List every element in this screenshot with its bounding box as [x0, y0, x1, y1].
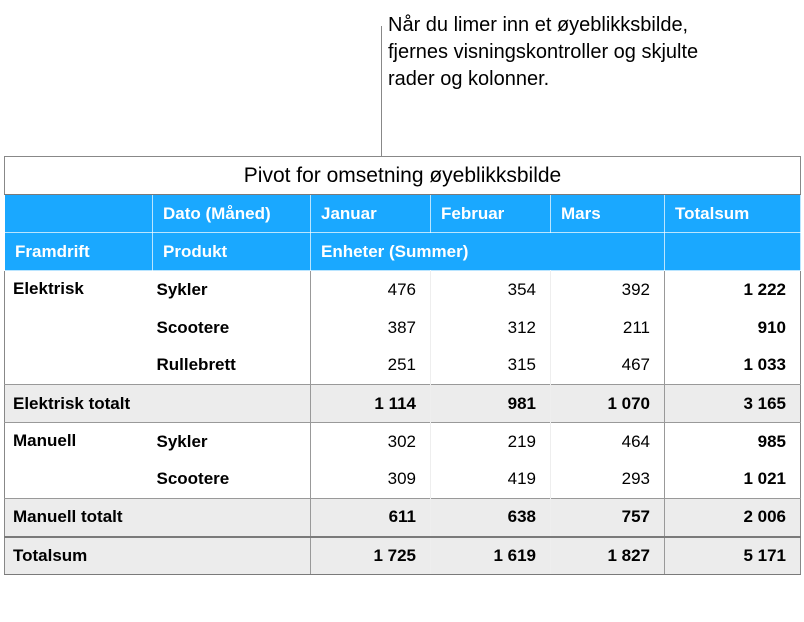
table-title: Pivot for omsetning øyeblikksbilde: [5, 157, 801, 195]
product-label: Sykler: [153, 271, 311, 309]
header-month-feb: Februar: [431, 195, 551, 233]
subtotal-value: 1 070: [551, 385, 665, 423]
row-total: 910: [665, 309, 801, 347]
header-framdrift: Framdrift: [5, 233, 153, 271]
row-total: 1 021: [665, 461, 801, 499]
row-total: 1 222: [665, 271, 801, 309]
table-row: Manuell Sykler 302 219 464 985: [5, 423, 801, 461]
subtotal-row: Manuell totalt 611 638 757 2 006: [5, 499, 801, 537]
header-total: Totalsum: [665, 195, 801, 233]
cell-value: 309: [311, 461, 431, 499]
row-total: 985: [665, 423, 801, 461]
cell-value: 293: [551, 461, 665, 499]
pivot-table: Pivot for omsetning øyeblikksbilde Dato …: [4, 156, 801, 575]
annotation-text: Når du limer inn et øyeblikksbilde, fjer…: [388, 12, 748, 93]
cell-value: 419: [431, 461, 551, 499]
header-total-blank: [665, 233, 801, 271]
cell-value: 315: [431, 347, 551, 385]
subtotal-label: Elektrisk totalt: [5, 385, 311, 423]
cell-value: 354: [431, 271, 551, 309]
subtotal-total: 2 006: [665, 499, 801, 537]
product-label: Scootere: [153, 309, 311, 347]
cell-value: 312: [431, 309, 551, 347]
subtotal-value: 611: [311, 499, 431, 537]
cell-value: 464: [551, 423, 665, 461]
header-measure: Enheter (Summer): [311, 233, 665, 271]
cell-value: 251: [311, 347, 431, 385]
row-total: 1 033: [665, 347, 801, 385]
table-title-row: Pivot for omsetning øyeblikksbilde: [5, 157, 801, 195]
header-row-2: Framdrift Produkt Enheter (Summer): [5, 233, 801, 271]
cell-value: 219: [431, 423, 551, 461]
grand-total-row: Totalsum 1 725 1 619 1 827 5 171: [5, 537, 801, 575]
header-month-jan: Januar: [311, 195, 431, 233]
subtotal-value: 638: [431, 499, 551, 537]
cell-value: 387: [311, 309, 431, 347]
category-label: Manuell: [5, 423, 153, 499]
cell-value: 302: [311, 423, 431, 461]
header-row-1: Dato (Måned) Januar Februar Mars Totalsu…: [5, 195, 801, 233]
grand-total-value: 1 827: [551, 537, 665, 575]
subtotal-total: 3 165: [665, 385, 801, 423]
subtotal-value: 981: [431, 385, 551, 423]
grand-total-value: 1 619: [431, 537, 551, 575]
header-month-mar: Mars: [551, 195, 665, 233]
table-row: Elektrisk Sykler 476 354 392 1 222: [5, 271, 801, 309]
grand-total-label: Totalsum: [5, 537, 311, 575]
subtotal-value: 1 114: [311, 385, 431, 423]
subtotal-value: 757: [551, 499, 665, 537]
grand-total: 5 171: [665, 537, 801, 575]
cell-value: 476: [311, 271, 431, 309]
pivot-table-container: Pivot for omsetning øyeblikksbilde Dato …: [4, 156, 800, 575]
product-label: Sykler: [153, 423, 311, 461]
cell-value: 211: [551, 309, 665, 347]
header-blank: [5, 195, 153, 233]
header-produkt: Produkt: [153, 233, 311, 271]
product-label: Scootere: [153, 461, 311, 499]
subtotal-row: Elektrisk totalt 1 114 981 1 070 3 165: [5, 385, 801, 423]
grand-total-value: 1 725: [311, 537, 431, 575]
product-label: Rullebrett: [153, 347, 311, 385]
subtotal-label: Manuell totalt: [5, 499, 311, 537]
callout-line: [381, 26, 382, 156]
cell-value: 467: [551, 347, 665, 385]
category-label: Elektrisk: [5, 271, 153, 385]
header-date: Dato (Måned): [153, 195, 311, 233]
cell-value: 392: [551, 271, 665, 309]
